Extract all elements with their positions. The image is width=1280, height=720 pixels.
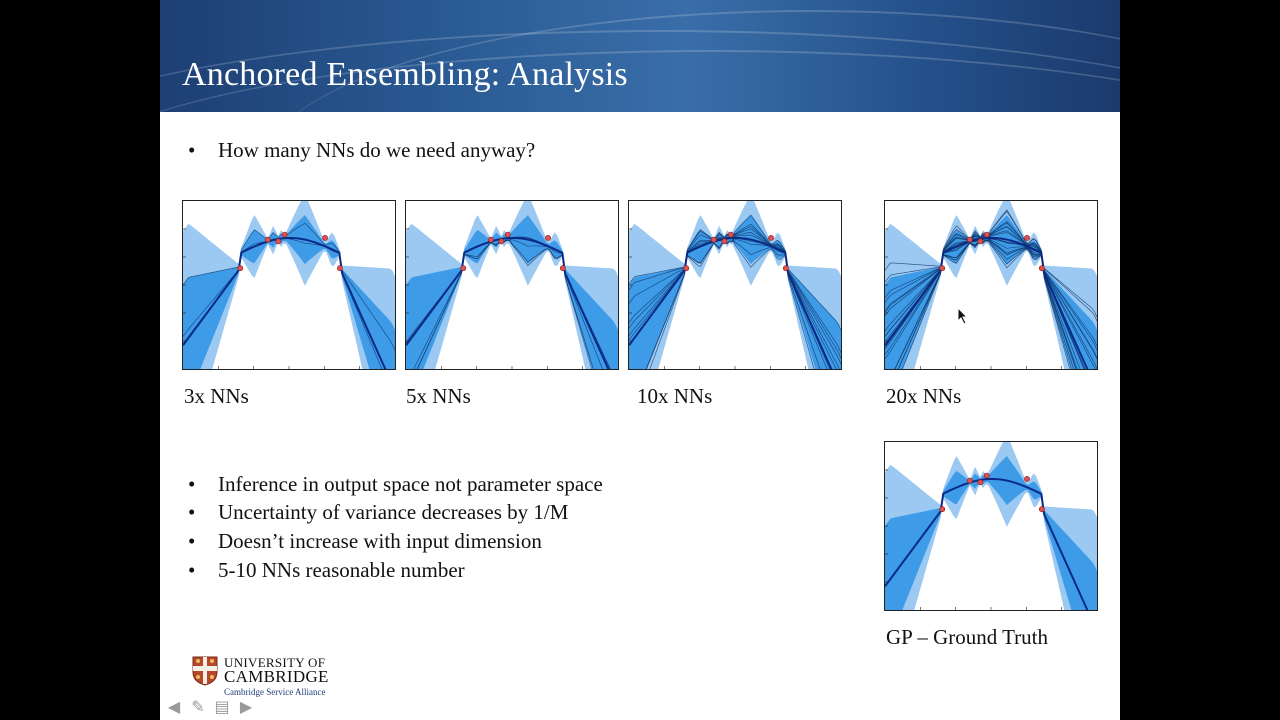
data-point: [977, 238, 984, 245]
plot-gp-ground-truth: [884, 434, 1098, 720]
caption-3-nns: 3x NNs: [184, 384, 249, 408]
data-point: [983, 231, 990, 238]
logo-line-3: Cambridge Service Alliance: [224, 687, 326, 697]
slide: Anchored Ensembling: Analysis • How many …: [160, 0, 1120, 720]
data-point: [939, 265, 946, 272]
logo-line-2: CAMBRIDGE: [224, 667, 329, 686]
data-point: [727, 231, 734, 238]
caption-gp-ground-truth: GP – Ground Truth: [886, 625, 1049, 649]
mean-line: [884, 477, 1098, 632]
slide-title: Anchored Ensembling: Analysis: [182, 56, 628, 93]
caption-10-nns: 10x NNs: [637, 384, 713, 408]
ensemble-member-line: [884, 226, 1098, 359]
data-point: [721, 238, 728, 245]
data-point: [281, 231, 288, 238]
plot-5-nns: [405, 193, 619, 505]
data-point: [966, 477, 973, 484]
ensemble-member-line: [884, 225, 1098, 370]
mouse-cursor-icon: [957, 307, 969, 325]
plot-10-nns: [628, 193, 842, 505]
data-point: [966, 236, 973, 243]
data-point: [504, 231, 511, 238]
ensemble-member-line: [628, 226, 842, 359]
arrow-left-icon[interactable]: ◀: [167, 697, 181, 716]
data-point: [322, 235, 328, 241]
data-point: [1038, 265, 1045, 272]
ensemble-member-line: [628, 223, 842, 353]
data-point: [487, 236, 494, 243]
ensemble-member-line: [628, 229, 842, 380]
ensemble-member-line: [884, 239, 1098, 440]
notes-icon[interactable]: ▤: [214, 697, 230, 716]
data-point: [1038, 506, 1045, 513]
cambridge-shield-icon: [192, 656, 218, 686]
pen-icon[interactable]: ✎: [191, 697, 205, 716]
data-point: [336, 265, 343, 272]
data-point: [977, 479, 984, 486]
caption-20-nns: 20x NNs: [886, 384, 962, 408]
data-point: [768, 235, 774, 241]
ensemble-member-line: [628, 214, 842, 407]
data-point: [498, 238, 505, 245]
ensemble-member-line: [884, 237, 1098, 429]
ensemble-member-line: [628, 232, 842, 419]
mean-line: [405, 236, 619, 391]
uncertainty-band-outer: [885, 434, 1097, 720]
plot-20-nns: [884, 193, 1098, 505]
logo-line-1: UNIVERSITY OF: [224, 655, 326, 670]
data-point: [710, 236, 717, 243]
ensemble-member-line: [628, 237, 842, 429]
data-point: [939, 506, 946, 513]
data-point: [275, 238, 282, 245]
ensemble-member-line: [628, 237, 842, 403]
data-point: [264, 236, 271, 243]
presentation-nav: ◀ ✎ ▤ ▶: [164, 698, 256, 716]
ensemble-member-line: [884, 221, 1098, 355]
plot-3-nns: [182, 193, 396, 505]
mean-line: [628, 236, 842, 391]
data-point: [460, 265, 467, 272]
data-point: [559, 265, 566, 272]
data-point: [782, 265, 789, 272]
data-point: [983, 472, 990, 479]
ensemble-member-line: [884, 209, 1098, 318]
data-point: [237, 265, 244, 272]
ensemble-member-line: [628, 234, 842, 459]
mean-line: [182, 236, 396, 391]
arrow-right-icon[interactable]: ▶: [239, 697, 253, 716]
data-point: [1024, 476, 1030, 482]
mean-line: [884, 236, 1098, 391]
data-point: [1024, 235, 1030, 241]
slide-header: Anchored Ensembling: Analysis: [160, 0, 1120, 112]
data-point: [683, 265, 690, 272]
caption-5-nns: 5x NNs: [406, 384, 471, 408]
data-point: [545, 235, 551, 241]
ensemble-member-line: [182, 222, 396, 351]
